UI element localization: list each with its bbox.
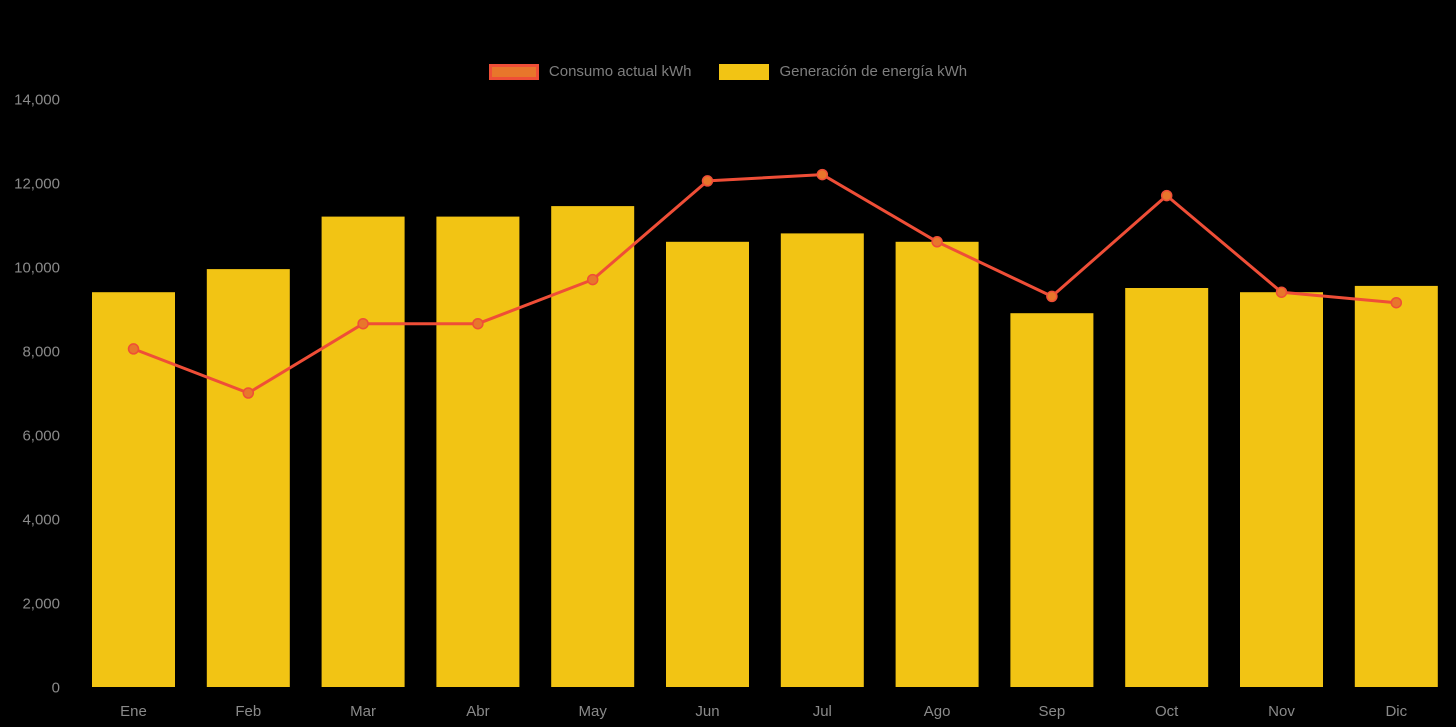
x-tick-label: Ago bbox=[924, 703, 951, 720]
y-tick-label: 8,000 bbox=[22, 344, 60, 361]
x-tick-label: Sep bbox=[1039, 703, 1066, 720]
bar-abr bbox=[436, 216, 520, 687]
consumo-point-abr bbox=[472, 317, 484, 330]
bar-may bbox=[551, 206, 635, 687]
x-tick-label: Abr bbox=[466, 703, 489, 720]
y-tick-label: 14,000 bbox=[14, 92, 60, 109]
consumo-point-ene bbox=[127, 343, 140, 355]
legend-label-generacion: Generación de energía kWh bbox=[779, 63, 968, 80]
bar-dic bbox=[1354, 285, 1438, 687]
chart-legend: Consumo actual kWh Generación de energía… bbox=[0, 63, 1456, 81]
legend-item-consumo[interactable]: Consumo actual kWh bbox=[488, 63, 692, 81]
consumo-point-jun bbox=[701, 175, 714, 187]
bar-ago bbox=[895, 241, 979, 688]
consumo-point-sep bbox=[1046, 290, 1058, 303]
y-tick-label: 0 bbox=[52, 680, 60, 697]
y-tick-label: 4,000 bbox=[22, 512, 60, 529]
x-tick-label: May bbox=[579, 703, 608, 720]
bar-feb bbox=[206, 269, 290, 687]
bar-nov bbox=[1240, 292, 1323, 687]
x-tick-label: Oct bbox=[1155, 703, 1179, 720]
bar-jul bbox=[780, 233, 864, 687]
generacion-bar-swatch-icon bbox=[719, 64, 770, 80]
consumo-point-mar bbox=[357, 317, 369, 330]
bar-oct bbox=[1125, 288, 1209, 687]
y-tick-label: 10,000 bbox=[14, 260, 60, 277]
y-tick-label: 6,000 bbox=[22, 428, 60, 445]
consumo-point-nov bbox=[1275, 286, 1288, 298]
bar-sep bbox=[1010, 313, 1094, 687]
consumo-point-feb bbox=[242, 387, 255, 399]
legend-label-consumo: Consumo actual kWh bbox=[548, 63, 692, 80]
x-tick-label: Ene bbox=[120, 703, 147, 720]
bar-jun bbox=[666, 241, 749, 688]
y-tick-label: 12,000 bbox=[14, 176, 60, 193]
y-tick-label: 2,000 bbox=[22, 596, 60, 613]
consumo-point-may bbox=[586, 273, 599, 286]
x-tick-label: Jul bbox=[813, 703, 832, 720]
legend-item-generacion[interactable]: Generación de energía kWh bbox=[719, 63, 967, 81]
consumo-line-swatch-icon bbox=[488, 64, 539, 80]
x-tick-label: Feb bbox=[235, 703, 261, 720]
x-tick-label: Jun bbox=[695, 703, 719, 720]
consumo-point-dic bbox=[1390, 296, 1403, 309]
consumo-point-ago bbox=[931, 236, 943, 248]
x-tick-label: Nov bbox=[1268, 703, 1295, 720]
x-tick-label: Dic bbox=[1385, 703, 1407, 720]
bar-mar bbox=[321, 216, 405, 687]
consumo-point-jul bbox=[816, 168, 829, 181]
x-tick-label: Mar bbox=[350, 703, 376, 720]
consumo-point-oct bbox=[1160, 189, 1173, 202]
consumo-line bbox=[132, 173, 1398, 395]
